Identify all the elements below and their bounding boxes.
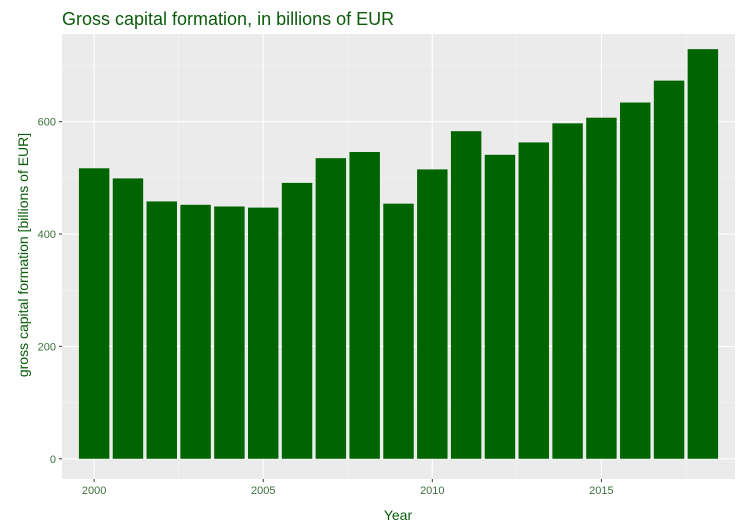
x-tick-label: 2005	[251, 485, 275, 497]
chart-title: Gross capital formation, in billions of …	[62, 9, 394, 29]
bar-2003	[180, 204, 211, 459]
x-tick-label: 2010	[420, 485, 444, 497]
bar-2013	[518, 142, 549, 459]
x-tick-label: 2000	[82, 485, 106, 497]
x-axis-title: Year	[384, 507, 413, 523]
bar-2012	[484, 154, 516, 459]
bar-2001	[112, 178, 144, 459]
bar-2004	[214, 206, 245, 459]
y-tick-label: 600	[38, 117, 56, 129]
y-axis: 0 200 400 600	[38, 117, 62, 466]
bar-2006	[281, 182, 313, 459]
bar-2016	[620, 102, 651, 459]
bars	[78, 49, 719, 459]
bar-2007	[315, 158, 347, 459]
bar-2014	[552, 123, 583, 459]
y-tick-label: 0	[50, 454, 56, 466]
x-tick-label: 2015	[589, 485, 613, 497]
x-axis: 2000 2005 2010 2015	[82, 479, 614, 497]
bar-2008	[349, 151, 380, 459]
y-tick-label: 200	[38, 341, 56, 353]
bar-2002	[146, 201, 177, 459]
bar-2017	[653, 80, 685, 459]
y-axis-title: gross capital formation [billions of EUR…	[15, 133, 31, 377]
bar-2005	[248, 207, 279, 459]
bar-2000	[78, 168, 110, 459]
bar-2010	[417, 169, 448, 459]
bar-2015	[586, 117, 617, 459]
bar-2009	[383, 203, 414, 459]
bar-2018	[687, 49, 719, 459]
y-tick-label: 400	[38, 229, 56, 241]
bar-2011	[450, 131, 482, 459]
